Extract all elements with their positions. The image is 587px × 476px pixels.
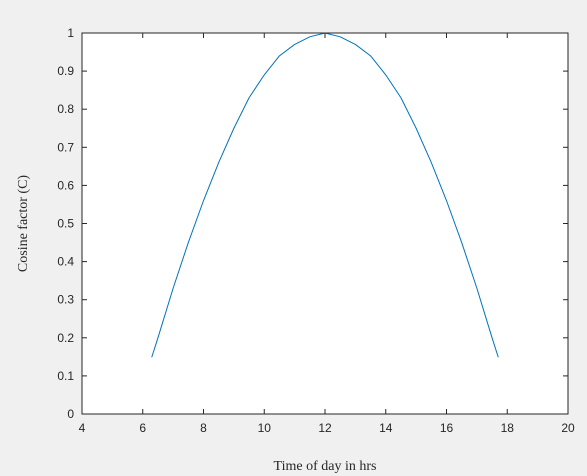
x-tick-label: 14: [379, 421, 393, 435]
x-tick-label: 12: [318, 421, 332, 435]
y-tick-label: 1: [67, 26, 74, 40]
y-tick-label: 0.4: [57, 255, 74, 269]
y-tick-label: 0.5: [57, 217, 74, 231]
y-tick-label: 0.7: [57, 140, 74, 154]
y-tick-label: 0.1: [57, 369, 74, 383]
x-axis-label: Time of day in hrs: [274, 459, 377, 474]
y-axis-label: Cosine factor (C): [16, 175, 31, 273]
x-tick-label: 18: [501, 421, 515, 435]
y-tick-label: 0: [67, 407, 74, 421]
y-tick-label: 0.6: [57, 178, 74, 192]
y-tick-label: 0.3: [57, 293, 74, 307]
x-tick-label: 8: [200, 421, 207, 435]
tick-layer: 4 6 8 10 12 14 16 18 20 0 0.1 0.2 0.3 0.4 0.5 0.6 0.7 0.8…: [57, 26, 575, 435]
x-tick-label: 10: [258, 421, 272, 435]
y-tick-label: 0.9: [57, 64, 74, 78]
plot-area: [82, 33, 568, 414]
y-tick-label: 0.8: [57, 102, 74, 116]
y-tick-label: 0.2: [57, 331, 74, 345]
x-tick-label: 20: [561, 421, 575, 435]
x-tick-label: 16: [440, 421, 454, 435]
x-tick-label: 4: [79, 421, 86, 435]
plot-frame: [81, 32, 569, 415]
x-tick-label: 6: [139, 421, 146, 435]
